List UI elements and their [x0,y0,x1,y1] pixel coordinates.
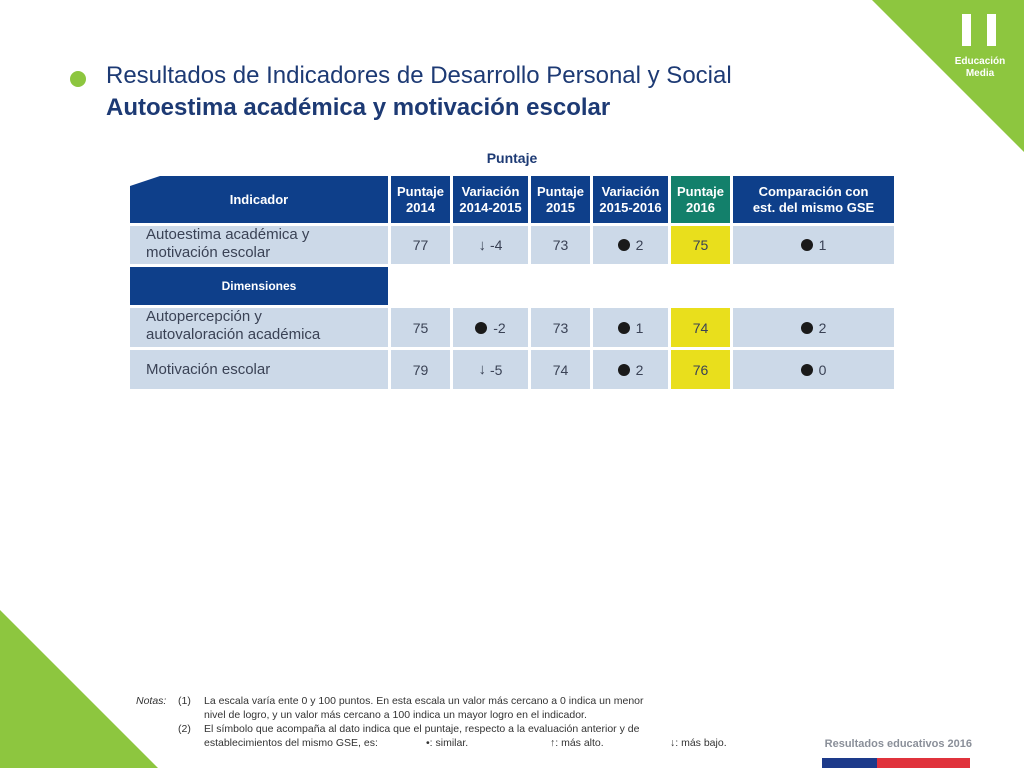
cell-value: 1 [635,319,644,336]
corner-decoration-top-right [872,0,1024,152]
cell-comparacion-gse: 1 [733,226,894,264]
row-label-line1: Autoestima académica y [146,226,310,243]
note-2-line1: El símbolo que acompaña al dato indica q… [204,723,640,735]
legend-similar: •: similar. [426,737,469,749]
education-logo-icon [962,14,996,48]
header-puntaje-2014: Puntaje 2014 [391,176,450,223]
cell-variacion-2015-2016: 1 [593,308,668,347]
cell-comparacion-gse: 0 [733,350,894,389]
header-text: Variación [461,183,520,199]
header-indicador-text: Indicador [229,191,289,207]
header-comparacion-gse: Comparación con est. del mismo GSE [733,176,894,223]
similar-dot-icon [800,239,813,251]
cell-puntaje-2016: 75 [671,226,730,264]
cell-value: 2 [635,361,644,378]
row-label-line2: motivación escolar [146,244,271,261]
cell-value: 2 [818,319,827,336]
brand-label: Educación Media [950,56,1010,80]
title-bullet-icon [70,71,86,87]
header-text: 2014-2015 [459,199,522,215]
header-text: 2015 [546,199,575,215]
cell-puntaje-2015: 74 [531,350,590,389]
cell-variacion-2015-2016: 2 [593,226,668,264]
similar-dot-icon [800,321,813,334]
cell-puntaje-2014: 77 [391,226,450,264]
cell-variacion-2014-2015: ↓ -4 [453,226,528,264]
header-text: Puntaje [537,183,584,199]
header-indicador: Indicador [130,176,388,223]
note-1-line2: nivel de logro, y un valor más cercano a… [204,709,587,721]
header-variacion-2014-2015: Variación 2014-2015 [453,176,528,223]
row-label-line1: Autopercepción y [146,308,262,325]
header-puntaje-2016: Puntaje 2016 [671,176,730,223]
similar-dot-icon [617,321,630,334]
cell-value: 0 [818,361,827,378]
cell-puntaje-2016: 74 [671,308,730,347]
similar-dot-icon [800,363,813,376]
header-text: Puntaje [677,183,724,199]
row-label-line2: autovaloración académica [146,326,321,343]
header-text: 2014 [406,199,435,215]
header-text: Variación [601,183,660,199]
note-2-number: (2) [178,723,191,735]
cell-value: -5 [490,361,503,378]
footer-flag-bar [822,758,970,768]
similar-dot-icon [617,363,630,376]
cell-value: -2 [493,319,506,336]
cell-puntaje-2016: 76 [671,350,730,389]
arrow-down-icon: ↓ [478,236,487,254]
footer-text: Resultados educativos 2016 [824,738,972,750]
cell-puntaje-2014: 75 [391,308,450,347]
cell-value: -4 [490,237,503,253]
header-variacion-2015-2016: Variación 2015-2016 [593,176,668,223]
header-puntaje-2015: Puntaje 2015 [531,176,590,223]
table-group-label: Puntaje [486,150,538,166]
arrow-down-icon: ↓ [478,361,487,378]
row-label-line1: Motivación escolar [146,360,271,378]
cell-variacion-2015-2016: 2 [593,350,668,389]
page-subtitle: Autoestima académica y motivación escola… [106,94,611,121]
brand-label-line1: Educación [954,56,1006,67]
cell-variacion-2014-2015: -2 [453,308,528,347]
note-1-number: (1) [178,695,191,707]
similar-dot-icon [475,321,488,334]
cell-value: 2 [635,237,644,253]
cell-variacion-2014-2015: ↓ -5 [453,350,528,389]
cell-puntaje-2015: 73 [531,308,590,347]
cell-value: 1 [818,237,827,253]
brand-label-line2: Media [965,68,995,79]
header-text: Puntaje [397,183,444,199]
similar-dot-icon [617,239,630,251]
note-2-line2: establecimientos del mismo GSE, es: [204,737,378,749]
header-text: est. del mismo GSE [752,199,875,215]
dimensions-header: Dimensiones [130,267,388,305]
corner-decoration-bottom-left [0,610,158,768]
note-1-line1: La escala varía ente 0 y 100 puntos. En … [204,695,644,707]
table-row-label: Motivación escolar [130,350,388,389]
table-row-label: Autopercepción y autovaloración académic… [130,308,388,347]
notes-label: Notas: [136,695,167,707]
legend-lower: ↓: más bajo. [670,737,727,749]
cell-comparacion-gse: 2 [733,308,894,347]
cell-puntaje-2014: 79 [391,350,450,389]
header-text: 2015-2016 [599,199,662,215]
note-2-legend: establecimientos del mismo GSE, es: •: s… [204,736,764,750]
table-row-label: Autoestima académica y motivación escola… [130,226,388,264]
legend-higher: ↑: más alto. [550,737,604,749]
header-text: 2016 [686,199,715,215]
page-title: Resultados de Indicadores de Desarrollo … [106,62,732,89]
header-text: Comparación con [758,183,869,199]
cell-puntaje-2015: 73 [531,226,590,264]
